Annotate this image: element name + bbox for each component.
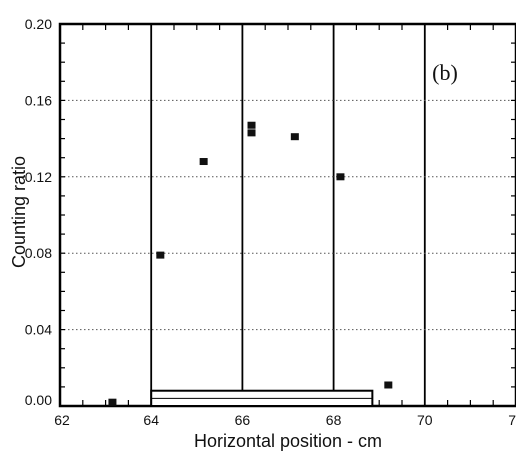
y-tick-label: 0.20 bbox=[25, 16, 52, 32]
y-tick-labels: 0.00 0.04 0.08 0.12 0.16 0.20 bbox=[25, 16, 52, 408]
y-tick-label: 0.04 bbox=[25, 322, 52, 338]
y-tick-label: 0.12 bbox=[25, 169, 52, 185]
data-points bbox=[108, 121, 393, 406]
plot-frame bbox=[58, 22, 516, 408]
x-tick-label: 72 bbox=[508, 412, 516, 428]
x-tick-label: 62 bbox=[54, 412, 70, 428]
data-point bbox=[247, 121, 256, 129]
data-point bbox=[156, 251, 165, 259]
panel-annotation: (b) bbox=[432, 60, 458, 85]
data-point bbox=[108, 398, 117, 406]
y-axis-title: Counting ratio bbox=[9, 156, 29, 268]
data-point bbox=[384, 381, 393, 389]
data-point bbox=[199, 158, 208, 166]
x-tick-label: 70 bbox=[417, 412, 433, 428]
x-tick-label: 66 bbox=[235, 412, 251, 428]
x-tick-label: 64 bbox=[143, 412, 159, 428]
data-point bbox=[336, 173, 345, 181]
y-tick-label: 0.08 bbox=[25, 245, 52, 261]
x-tick-label: 68 bbox=[326, 412, 342, 428]
data-point bbox=[290, 133, 299, 141]
x-tick-labels: 62 64 66 68 70 72 bbox=[54, 412, 516, 428]
y-tick-label: 0.16 bbox=[25, 92, 52, 108]
grid-lines bbox=[60, 24, 516, 406]
x-axis-title: Horizontal position - cm bbox=[194, 431, 382, 451]
position-bar bbox=[150, 389, 374, 408]
data-point bbox=[247, 129, 256, 137]
y-tick-label: 0.00 bbox=[25, 392, 52, 408]
